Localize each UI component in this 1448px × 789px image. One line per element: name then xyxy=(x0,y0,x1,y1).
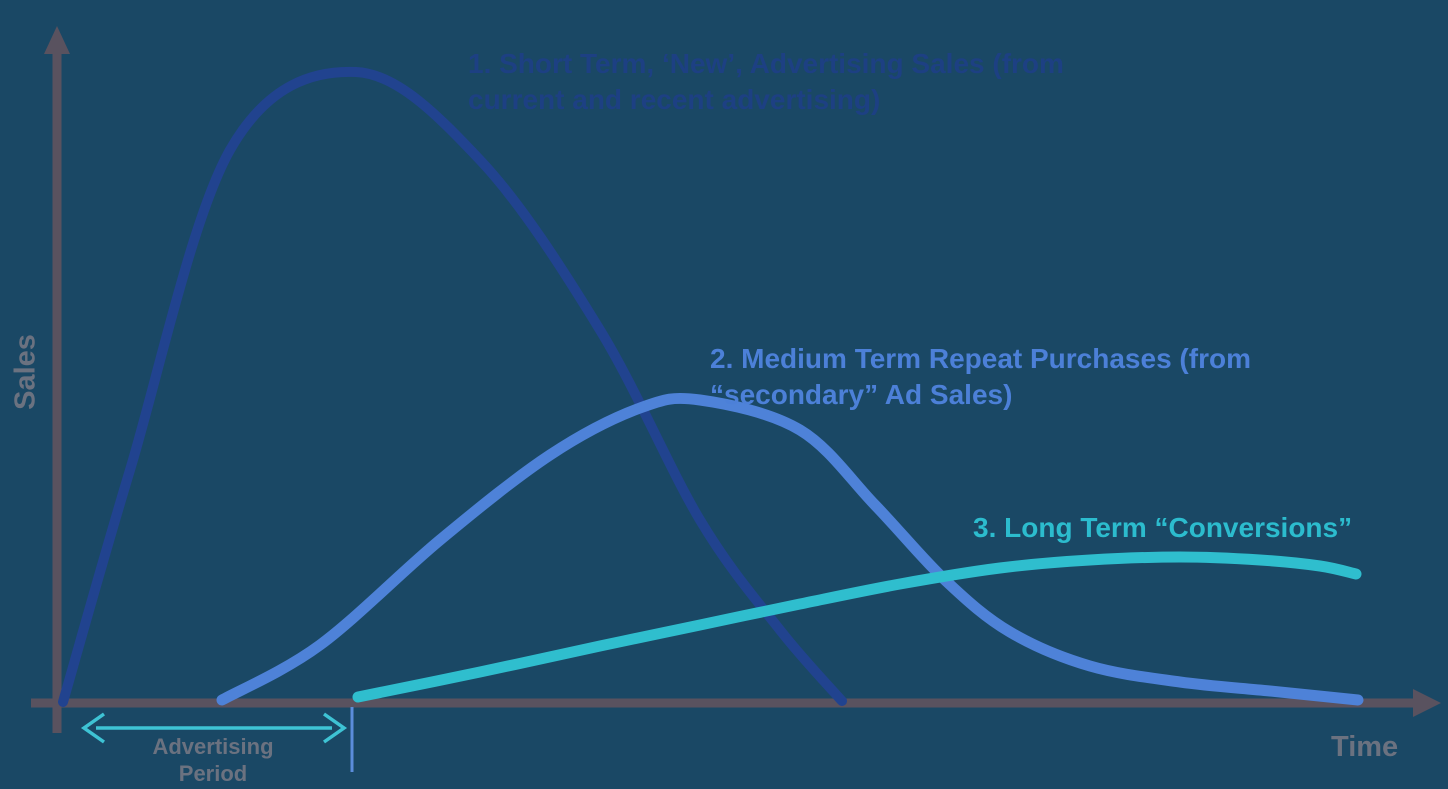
advertising-period-label-line1: Advertising xyxy=(152,734,274,759)
data-curves xyxy=(58,66,1364,707)
curve-medium-term xyxy=(216,392,1364,706)
x-axis-title: Time xyxy=(1331,731,1399,763)
axes xyxy=(31,26,1441,733)
curve-short-term xyxy=(58,66,847,707)
advertising-period-annotation xyxy=(80,707,354,772)
curve-long-term xyxy=(352,551,1362,703)
series-label-long-term-line1: 3. Long Term “Conversions” xyxy=(973,512,1353,543)
series-label-medium-term: 2. Medium Term Repeat Purchases (from “s… xyxy=(710,341,1251,413)
series-label-medium-term-line1: 2. Medium Term Repeat Purchases (from xyxy=(710,343,1251,374)
series-label-short-term: 1. Short Term, ‘New’, Advertising Sales … xyxy=(468,46,1064,118)
y-axis-arrowhead-icon xyxy=(44,26,70,54)
series-label-long-term: 3. Long Term “Conversions” xyxy=(973,510,1352,546)
advertising-period-label-line2: Period xyxy=(178,761,248,786)
advertising-period-arrowhead-right-icon xyxy=(322,712,348,744)
y-axis-title: Sales xyxy=(9,334,42,410)
advertising-period-label: Advertising Period xyxy=(82,733,344,787)
advertising-period-arrowhead-left-icon xyxy=(80,712,106,744)
series-label-medium-term-line2: “secondary” Ad Sales) xyxy=(710,379,1013,410)
series-label-short-term-line2: current and recent advertising) xyxy=(468,84,881,115)
series-label-short-term-line1: 1. Short Term, ‘New’, Advertising Sales … xyxy=(468,48,1064,79)
x-axis-arrowhead-icon xyxy=(1413,689,1441,717)
